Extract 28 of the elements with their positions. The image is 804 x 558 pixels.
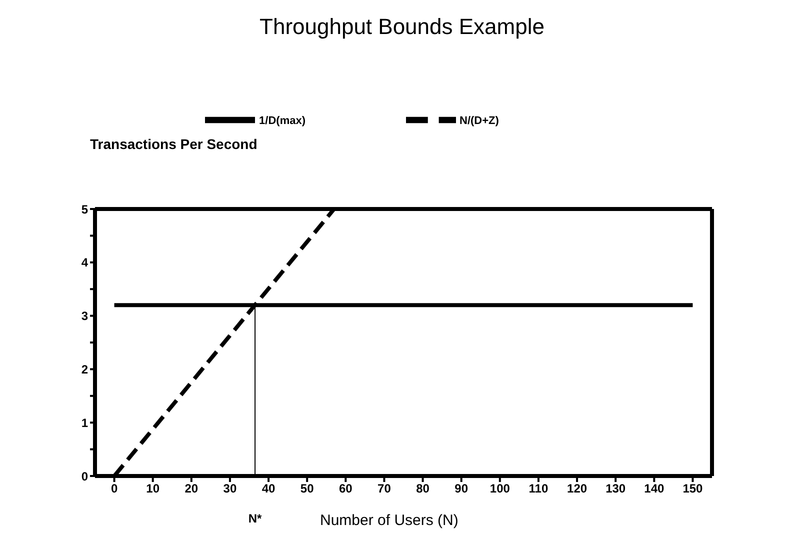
x-tick-label: 20 — [184, 482, 198, 496]
chart-title: Throughput Bounds Example — [258, 14, 546, 40]
y-tick-label: 0 — [81, 469, 88, 484]
x-tick-label: 40 — [262, 482, 276, 496]
x-tick-label: 80 — [416, 482, 430, 496]
annotation: N* — [248, 512, 262, 526]
y-tick-label: 2 — [81, 362, 88, 376]
x-tick-label: 50 — [300, 482, 314, 496]
x-tick-label: 100 — [490, 482, 510, 496]
y-tick-label: 5 — [81, 202, 88, 216]
x-tick-label: 10 — [146, 482, 160, 496]
legend-label: N/(D+Z) — [460, 115, 499, 128]
x-tick-label: 130 — [606, 482, 626, 496]
x-axis-title: Number of Users (N) — [320, 512, 458, 529]
y-tick-label: 4 — [81, 256, 88, 270]
x-tick-label: 90 — [454, 482, 468, 496]
y-tick-label: 3 — [81, 309, 88, 324]
y-axis-title: Transactions Per Second — [90, 136, 258, 152]
x-tick-label: 150 — [682, 482, 704, 496]
x-tick-label: 110 — [528, 482, 548, 496]
x-tick-label: 30 — [223, 482, 237, 496]
x-tick-label: 140 — [644, 482, 664, 496]
x-tick-label: 70 — [378, 482, 392, 496]
x-tick-label: 60 — [338, 482, 353, 496]
x-tick-label: 120 — [567, 482, 588, 496]
x-tick-label: 0 — [110, 482, 118, 496]
legend-label: 1/D(max) — [259, 115, 306, 128]
y-tick-label: 1 — [81, 416, 88, 430]
